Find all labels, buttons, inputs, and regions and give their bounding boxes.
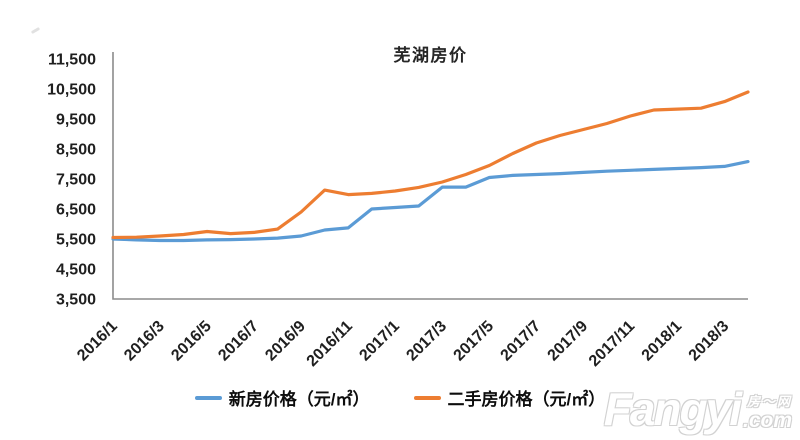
x-axis-tick-label: 2016/11 xyxy=(304,318,356,370)
axis-lines xyxy=(112,52,748,300)
x-axis-tick-label: 2016/3 xyxy=(121,318,168,365)
series-line-new-house xyxy=(111,160,750,243)
y-axis-tick-label: 3,500 xyxy=(56,292,96,309)
x-axis-tick-label: 2016/7 xyxy=(215,318,262,365)
x-axis-tick-label: 2017/1 xyxy=(356,318,403,365)
legend-label-second-hand: 二手房价格（元/㎡） xyxy=(447,390,606,409)
y-axis-tick-label: 6,500 xyxy=(56,202,96,219)
x-axis-tick-label: 2017/7 xyxy=(498,318,545,365)
x-axis-tick-label: 2017/3 xyxy=(403,318,450,365)
x-axis-tick-label: 2017/11 xyxy=(586,318,638,370)
watermark-brand: Fangyi xyxy=(603,383,742,435)
x-axis-tick-label: 2016/1 xyxy=(74,318,121,365)
y-axis-tick-label: 8,500 xyxy=(56,142,96,159)
series-line-second-hand xyxy=(111,90,750,240)
legend-item-new-house: 新房价格（元/㎡） xyxy=(194,385,370,410)
legend-swatch-new-house xyxy=(194,395,222,400)
x-axis-tick-label: 2018/3 xyxy=(686,318,733,365)
watermark-side: 房～网 .com xyxy=(743,391,792,432)
x-axis-tick-label: 2017/5 xyxy=(450,318,497,365)
x-axis-tick-label: 2016/5 xyxy=(168,318,215,365)
y-axis-tick-label: 4,500 xyxy=(56,262,96,279)
legend-label-new-house: 新房价格（元/㎡） xyxy=(228,390,370,409)
x-axis-tick-label: 2017/9 xyxy=(545,318,592,365)
x-axis-tick-label: 2018/1 xyxy=(639,318,686,365)
y-axis-tick-label: 9,500 xyxy=(56,112,96,129)
legend-swatch-second-hand xyxy=(413,395,441,400)
y-axis-tick-label: 10,500 xyxy=(47,82,96,99)
y-axis-tick-label: 7,500 xyxy=(56,172,96,189)
chart-legend: 新房价格（元/㎡） 二手房价格（元/㎡） xyxy=(0,385,800,410)
watermark-fangyi-logo: Fangyi 房～网 .com xyxy=(603,383,792,435)
x-axis-tick-label: 2016/9 xyxy=(262,318,309,365)
watermark-chinese-tag: 房～网 xyxy=(746,394,792,409)
chart-title: 芜湖房价 xyxy=(393,46,468,65)
watermark-suffix: .com xyxy=(742,409,792,432)
y-axis-tick-label: 11,500 xyxy=(48,52,96,69)
legend-item-second-hand: 二手房价格（元/㎡） xyxy=(413,385,606,410)
y-axis-tick-label: 5,500 xyxy=(56,232,96,249)
